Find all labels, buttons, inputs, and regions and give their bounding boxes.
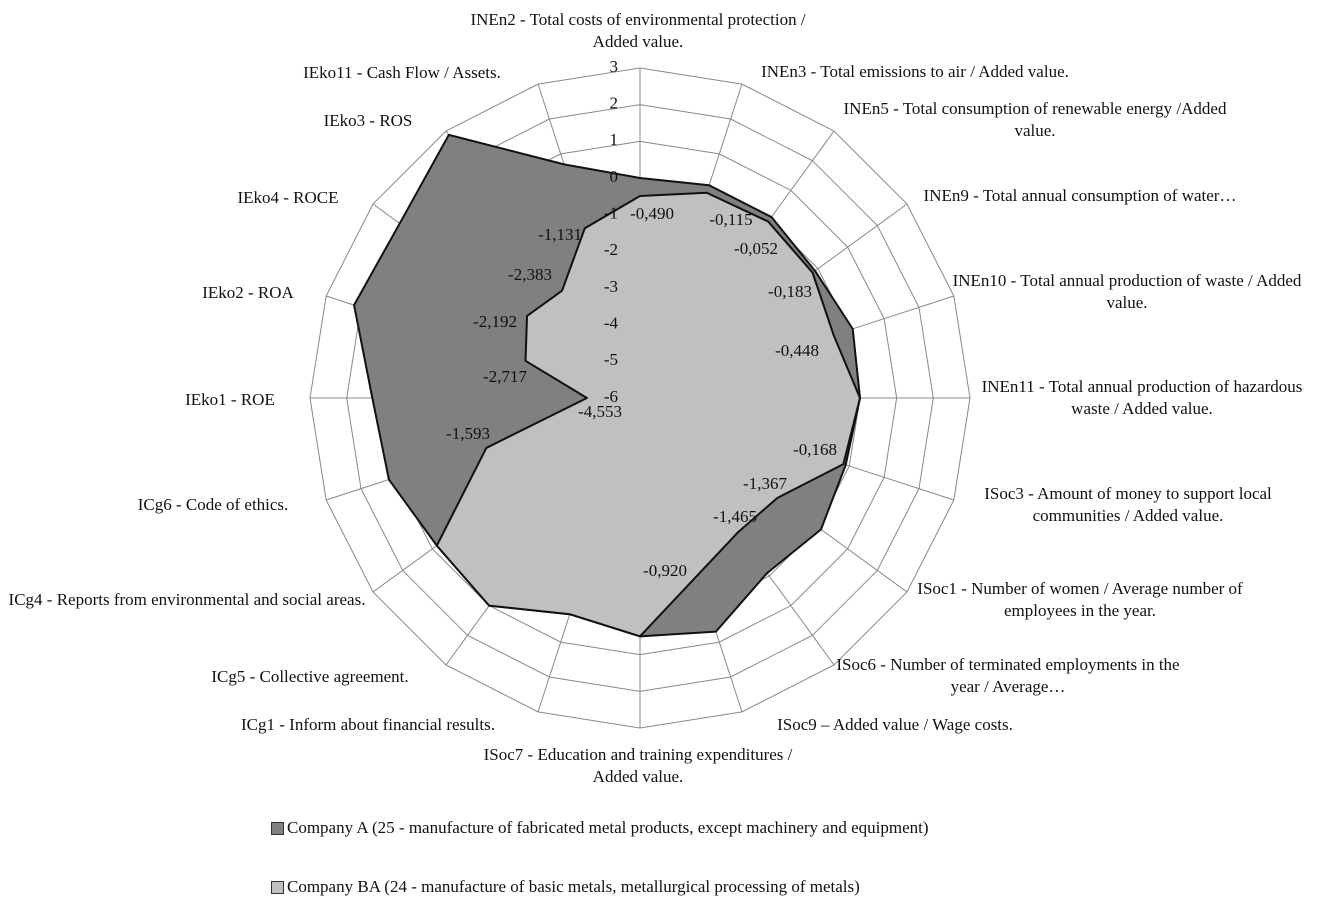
category-label: ICg4 - Reports from environmental and so… — [8, 590, 366, 609]
r-tick-label: 3 — [610, 57, 619, 76]
legend-swatch — [271, 881, 284, 894]
legend-label: Company A (25 - manufacture of fabricate… — [287, 818, 929, 837]
r-tick-label: -1 — [604, 204, 618, 223]
category-label: ISoc3 - Amount of money to support local… — [984, 484, 1272, 525]
data-label: -0,920 — [643, 561, 687, 580]
category-label: ISoc7 - Education and training expenditu… — [483, 745, 793, 786]
r-tick-label: -4 — [604, 314, 619, 333]
category-label: ICg5 - Collective agreement. — [211, 667, 409, 686]
category-label: IEko3 - ROS — [323, 111, 413, 130]
data-label: -4,553 — [578, 402, 622, 421]
r-tick-label: 1 — [610, 130, 619, 149]
r-tick-label: -5 — [604, 350, 618, 369]
data-label: -2,192 — [473, 312, 517, 331]
category-label: INEn11 - Total annual production of haza… — [981, 377, 1303, 418]
data-label: -1,593 — [446, 424, 490, 443]
r-tick-label: -6 — [604, 387, 618, 406]
category-label: IEko4 - ROCE — [237, 188, 339, 207]
category-label: ISoc1 - Number of women / Average number… — [917, 579, 1243, 620]
r-tick-label: -2 — [604, 240, 618, 259]
category-label: ISoc6 - Number of terminated employments… — [836, 655, 1180, 696]
data-label: -0,183 — [768, 282, 812, 301]
data-label: -1,131 — [538, 225, 582, 244]
data-label: -0,168 — [793, 440, 837, 459]
category-label: INEn2 - Total costs of environmental pro… — [470, 10, 806, 51]
category-label: INEn5 - Total consumption of renewable e… — [843, 99, 1227, 140]
category-label: IEko1 - ROE — [185, 390, 275, 409]
series-area — [435, 191, 861, 638]
category-label: INEn3 - Total emissions to air / Added v… — [761, 62, 1069, 81]
data-label: -0,115 — [709, 210, 752, 229]
data-label: -1,465 — [713, 507, 757, 526]
r-tick-label: 0 — [610, 167, 619, 186]
data-label: -2,717 — [483, 367, 527, 386]
r-tick-label: 2 — [610, 94, 619, 113]
category-label: IEko11 - Cash Flow / Assets. — [303, 63, 501, 82]
data-label: -1,367 — [743, 474, 787, 493]
legend-swatch — [271, 822, 284, 835]
data-label: -2,383 — [508, 265, 552, 284]
category-label: IEko2 - ROA — [202, 283, 294, 302]
data-label: -0,448 — [775, 341, 819, 360]
data-label: -0,490 — [630, 204, 674, 223]
category-label: INEn9 - Total annual consumption of wate… — [923, 186, 1237, 205]
legend-label: Company BA (24 - manufacture of basic me… — [287, 877, 860, 896]
category-label: INEn10 - Total annual production of wast… — [952, 271, 1302, 312]
category-label: ISoc9 – Added value / Wage costs. — [777, 715, 1013, 734]
data-label: -0,052 — [734, 239, 778, 258]
category-label: ICg1 - Inform about financial results. — [241, 715, 495, 734]
category-label: ICg6 - Code of ethics. — [137, 495, 289, 514]
r-tick-label: -3 — [604, 277, 618, 296]
